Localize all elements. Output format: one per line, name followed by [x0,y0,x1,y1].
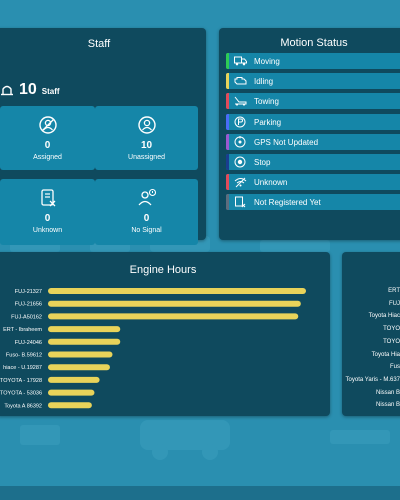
status-color-bar [226,114,229,130]
unassigned-value: 10 [140,140,153,151]
engine-hours-category-label: FUJ-21656 [15,302,42,308]
engine-icon [233,74,247,88]
engine-hours-bar[interactable] [48,389,95,396]
status-color-bar [226,154,229,170]
engine-hours-category-label: FUJ-21327 [15,289,42,295]
motion-status-item-not-registered-yet[interactable]: Not Registered Yet [226,194,400,210]
staff-panel: Staff 10 Staff 0 Assigned 10 Unassigned [0,28,206,245]
right-panel-label: FUJ [389,300,400,307]
right-panel-label: Toyota Hia [371,351,400,358]
engine-hours-bar[interactable] [48,288,306,294]
motion-status-label: Moving [254,56,280,66]
unknown-document-icon [40,189,55,207]
engine-hours-title: Engine Hours [129,264,197,276]
engine-hours-category-label: hiace - U.19287 [3,365,42,371]
staff-card-no-signal[interactable]: 0 No Signal [95,179,198,245]
bottom-strip [0,486,400,500]
motion-status-item-parking[interactable]: Parking [226,114,400,130]
right-panel-label: Toyota Hiac [368,313,400,320]
right-panel-label: TOYO [383,338,400,345]
engine-hours-bar[interactable] [48,313,299,320]
engine-hours-bar[interactable] [48,300,301,307]
engine-hours-chart: FUJ-21327 FUJ-21656 FUJ-A50162 ERT - Ibrahe… [0,288,306,409]
right-panel-label: TOYO [383,326,400,333]
staff-card-unknown[interactable]: 0 Unknown [0,179,95,245]
no-signal-value: 0 [143,213,150,224]
motion-status-title: Motion Status [280,37,348,49]
assigned-value: 0 [44,140,51,151]
engine-hours-category-label: FUJ-24046 [15,340,42,346]
staff-icon [1,85,13,96]
engine-hours-bar[interactable] [48,351,113,358]
unassigned-label: Unassigned [128,154,165,161]
motion-status-label: GPS Not Updated [254,137,319,147]
unassigned-person-icon [137,116,156,134]
motion-status-item-idling[interactable]: Idling [226,73,400,89]
motion-status-panel: Motion Status Moving Idling Towing Parking G… [219,28,400,240]
engine-hours-category-label: ERT - Ibraheem [3,327,42,333]
motion-status-item-gps-not-updated[interactable]: GPS Not Updated [226,134,400,150]
status-color-bar [226,73,229,89]
engine-hours-panel: Engine Hours FUJ-21327 FUJ-21656 FUJ-A5016… [0,252,330,416]
engine-hours-category-label: Toyota A 86392 [4,403,42,409]
right-panel-label: Nissan B [375,389,400,396]
staff-total-value: 10 [19,81,37,98]
motion-status-label: Idling [254,76,274,86]
staff-card-unassigned[interactable]: 10 Unassigned [95,106,198,170]
status-color-bar [226,174,229,190]
engine-hours-category-label: FUJ-A50162 [11,314,42,320]
staff-total: 10 Staff [0,80,60,99]
no-signal-label: No Signal [131,227,162,234]
engine-hours-category-label: TOYOTA - 53036 [0,391,42,397]
motion-status-item-stop[interactable]: Stop [226,154,400,170]
staff-title: Staff [87,38,111,50]
right-panel-label: Toyota Yaris - M.637 [345,376,400,383]
gps-icon [233,135,247,149]
right-panel-label: ERT [388,288,400,294]
assigned-label: Assigned [33,154,62,161]
motion-status-label: Towing [254,96,279,106]
motion-status-label: Parking [254,117,282,127]
engine-hours-bar[interactable] [48,402,92,409]
engine-hours-category-label: TOYOTA - 17928 [0,378,42,384]
truck-icon [233,54,247,68]
staff-card-assigned[interactable]: 0 Assigned [0,106,95,170]
stop-icon [233,155,247,169]
engine-hours-bar[interactable] [48,338,121,345]
engine-hours-bar[interactable] [48,326,121,333]
right-panel-label: Nissan B [375,402,400,409]
not-registered-icon [233,195,247,209]
right-panel-label: Fus [389,364,400,371]
engine-hours-bar[interactable] [48,364,110,371]
unknown-value: 0 [44,213,51,224]
tow-truck-icon [233,94,247,108]
status-color-bar [226,134,229,150]
wifi-off-icon [233,175,247,189]
right-panel: ERT FUJ Toyota Hiac TOYO TOYO Toyota Hia Fus To… [342,252,400,416]
unknown-label: Unknown [32,227,63,234]
engine-hours-category-label: Fuso- B.59612 [6,353,42,359]
staff-total-label: Staff [41,87,60,96]
motion-status-item-unknown[interactable]: Unknown [226,174,400,190]
status-color-bar [226,194,229,210]
motion-status-item-moving[interactable]: Moving [226,53,400,69]
engine-hours-bar[interactable] [48,376,100,383]
motion-status-item-towing[interactable]: Towing [226,93,400,109]
status-color-bar [226,93,229,109]
parking-icon [233,115,247,129]
motion-status-label: Stop [254,157,271,167]
motion-status-label: Not Registered Yet [254,197,321,207]
no-signal-person-icon [138,188,156,206]
status-color-bar [226,53,229,69]
motion-status-label: Unknown [254,177,288,187]
assigned-person-icon [38,116,57,134]
